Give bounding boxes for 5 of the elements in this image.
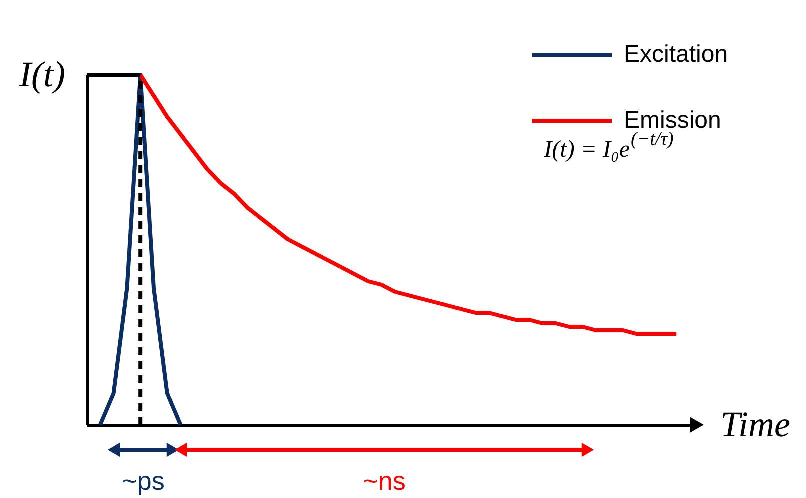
text: ~ns: [363, 466, 406, 496]
text: ~ps: [122, 466, 165, 496]
y-axis-title: I(t): [18, 54, 66, 94]
legend-label: Excitation: [624, 41, 728, 68]
x-axis-title: Time: [720, 404, 791, 444]
